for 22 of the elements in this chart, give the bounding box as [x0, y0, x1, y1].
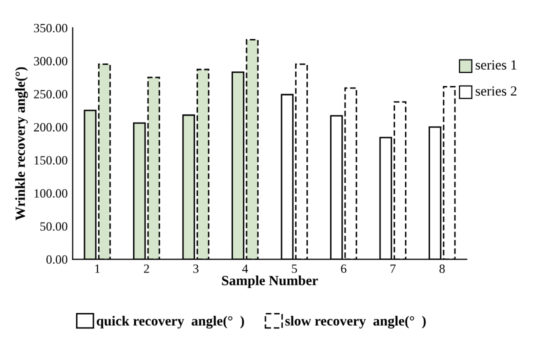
- y-tick-label: 200.00: [34, 123, 68, 132]
- text: series 2: [476, 86, 516, 96]
- x-tick-label: 8: [439, 264, 445, 273]
- x-tick-label: 7: [390, 264, 396, 273]
- x-tick-label: 6: [341, 264, 346, 273]
- x-tick-label: 4: [242, 264, 248, 273]
- x-tick-label: 1: [95, 264, 100, 273]
- y-tick-label: 100.00: [34, 189, 68, 198]
- x-tick-label: 5: [292, 264, 297, 273]
- legend-label: slow recovery angle(° ): [285, 316, 426, 329]
- y-tick-label: 300.00: [34, 56, 68, 66]
- x-tick-label: 2: [144, 264, 149, 273]
- x-axis-title: Sample Number: [222, 275, 318, 288]
- y-tick-label: 50.00: [40, 222, 68, 231]
- y-tick-label: 0.00: [46, 255, 68, 264]
- y-axis-title: Wrinkle recovery angle(°): [15, 67, 28, 220]
- y-tick-label: 350.00: [34, 24, 68, 32]
- y-tick-label: 250.00: [34, 90, 68, 98]
- legend-label: quick recovery angle(° ): [96, 316, 244, 329]
- y-tick-label: 150.00: [34, 156, 68, 165]
- text: series 1: [476, 60, 516, 70]
- x-tick-label: 3: [193, 264, 198, 273]
